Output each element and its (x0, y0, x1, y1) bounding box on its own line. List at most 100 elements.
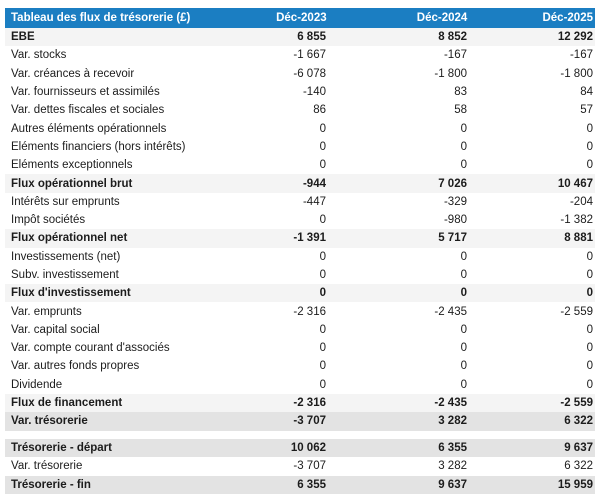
table-row: Var. compte courant d'associés 0 0 0 (5, 339, 595, 357)
row-value-dec-2024: 0 (460, 287, 467, 300)
table-row: Impôt sociétés 0 -980 -1 382 (5, 211, 595, 229)
row-value-dec-2025: 12 292 (557, 31, 593, 44)
row-value-dec-2023: 0 (319, 342, 326, 355)
row-value-dec-2023: -1 391 (293, 232, 326, 245)
row-value-dec-2024: -329 (443, 195, 467, 208)
table-row: Eléments financiers (hors intérêts) 0 0 … (5, 138, 595, 156)
row-value-dec-2023: 86 (313, 104, 326, 117)
row-value-dec-2025: -167 (569, 49, 593, 62)
row-value-dec-2023: 0 (319, 122, 326, 135)
row-value-dec-2023: -140 (302, 86, 326, 99)
row-label: Impôt sociétés (11, 214, 86, 227)
cash-flow-table: Tableau des flux de trésorerie (£) Déc-2… (5, 8, 595, 494)
table-header-row: Tableau des flux de trésorerie (£) Déc-2… (5, 8, 595, 28)
row-label: Var. fournisseurs et assimilés (11, 86, 160, 99)
table-row: Flux d'investissement 0 0 0 (5, 284, 595, 303)
table-row: Var. trésorerie -3 707 3 282 6 322 (5, 412, 595, 431)
row-value-dec-2023: 0 (319, 378, 326, 391)
table-row: Trésorerie - fin 6 355 9 637 15 959 (5, 475, 595, 494)
row-value-dec-2025: 0 (586, 122, 593, 135)
row-label: Trésorerie - départ (11, 442, 112, 455)
row-value-dec-2025: 6 322 (564, 415, 593, 428)
column-header-dec-2023: Déc-2023 (276, 12, 327, 24)
row-label: Var. trésorerie (11, 415, 88, 428)
row-value-dec-2023: 0 (319, 269, 326, 281)
row-value-dec-2024: 3 282 (438, 415, 467, 428)
row-value-dec-2023: -1 667 (293, 49, 326, 62)
table-row: Flux opérationnel net -1 391 5 717 8 881 (5, 229, 595, 248)
column-header-dec-2025: Déc-2025 (542, 12, 593, 24)
row-value-dec-2024: 8 852 (438, 31, 467, 44)
table-row: Var. fournisseurs et assimilés -140 83 8… (5, 83, 595, 101)
row-value-dec-2025: 0 (586, 250, 593, 263)
row-value-dec-2023: 0 (319, 214, 326, 227)
row-value-dec-2025: 0 (586, 140, 593, 153)
row-value-dec-2023: 6 355 (297, 478, 326, 491)
row-value-dec-2024: -2 435 (434, 305, 467, 318)
table-row: Intérêts sur emprunts -447 -329 -204 (5, 193, 595, 211)
table-title: Tableau des flux de trésorerie (£) (11, 12, 190, 24)
row-value-dec-2024: -167 (443, 49, 467, 62)
row-value-dec-2024: -2 435 (434, 397, 467, 410)
row-label: Intérêts sur emprunts (11, 195, 120, 208)
row-value-dec-2025: 0 (586, 287, 593, 300)
row-label: Var. trésorerie (11, 460, 83, 473)
row-value-dec-2024: 0 (460, 323, 467, 336)
row-value-dec-2025: 0 (586, 269, 593, 281)
row-value-dec-2025: -1 800 (560, 67, 593, 80)
table-row: Var. autres fonds propres 0 0 0 (5, 357, 595, 375)
row-value-dec-2023: -2 316 (293, 305, 326, 318)
row-value-dec-2025: 84 (580, 86, 593, 99)
row-label: Flux opérationnel brut (11, 177, 133, 190)
row-value-dec-2024: 0 (460, 159, 467, 172)
row-label: Subv. investissement (11, 269, 119, 281)
row-value-dec-2024: 7 026 (438, 177, 467, 190)
row-value-dec-2025: 6 322 (564, 460, 593, 473)
row-value-dec-2023: -2 316 (293, 397, 326, 410)
row-label: Flux d'investissement (11, 287, 131, 300)
row-value-dec-2024: 0 (460, 140, 467, 153)
row-value-dec-2024: 9 637 (438, 478, 467, 491)
table-body: EBE 6 855 8 852 12 292 Var. stocks -1 66… (5, 28, 595, 494)
row-label: Eléments financiers (hors intérêts) (11, 140, 186, 153)
table-row: Subv. investissement 0 0 0 (5, 266, 595, 284)
row-label: Investissements (net) (11, 250, 121, 263)
row-value-dec-2023: 6 855 (297, 31, 326, 44)
row-value-dec-2025: 15 959 (557, 478, 593, 491)
row-label: Var. emprunts (11, 305, 82, 318)
table-row: Var. capital social 0 0 0 (5, 321, 595, 339)
table-row: Flux opérationnel brut -944 7 026 10 467 (5, 174, 595, 193)
row-value-dec-2025: 10 467 (557, 177, 593, 190)
row-value-dec-2024: -980 (443, 214, 467, 227)
row-value-dec-2024: 0 (460, 378, 467, 391)
row-value-dec-2023: 0 (319, 323, 326, 336)
row-value-dec-2024: 0 (460, 122, 467, 135)
table-row: Var. emprunts -2 316 -2 435 -2 559 (5, 302, 595, 320)
row-value-dec-2023: 0 (319, 159, 326, 172)
row-value-dec-2024: 83 (454, 86, 467, 99)
row-value-dec-2025: 9 637 (564, 442, 593, 455)
row-value-dec-2024: 0 (460, 360, 467, 373)
row-value-dec-2025: -204 (569, 195, 593, 208)
row-value-dec-2025: 0 (586, 342, 593, 355)
row-label: Eléments exceptionnels (11, 159, 133, 172)
table-row: Trésorerie - départ 10 062 6 355 9 637 (5, 439, 595, 458)
row-value-dec-2023: -3 707 (293, 415, 326, 428)
row-value-dec-2024: 0 (460, 250, 467, 263)
row-value-dec-2024: 0 (460, 269, 467, 281)
table-row: Eléments exceptionnels 0 0 0 (5, 156, 595, 174)
table-row: Var. dettes fiscales et sociales 86 58 5… (5, 101, 595, 119)
row-value-dec-2023: -944 (302, 177, 326, 190)
row-label: Flux opérationnel net (11, 232, 128, 245)
row-label: Var. dettes fiscales et sociales (11, 104, 165, 117)
table-row: EBE 6 855 8 852 12 292 (5, 28, 595, 47)
row-value-dec-2025: 57 (580, 104, 593, 117)
row-value-dec-2025: 0 (586, 159, 593, 172)
table-row: Flux de financement -2 316 -2 435 -2 559 (5, 393, 595, 413)
row-label: Var. stocks (11, 49, 67, 62)
row-value-dec-2023: -6 078 (293, 67, 326, 80)
section-gap (5, 431, 595, 440)
row-value-dec-2025: 0 (586, 323, 593, 336)
row-value-dec-2025: 0 (586, 378, 593, 391)
row-value-dec-2024: 5 717 (438, 232, 467, 245)
